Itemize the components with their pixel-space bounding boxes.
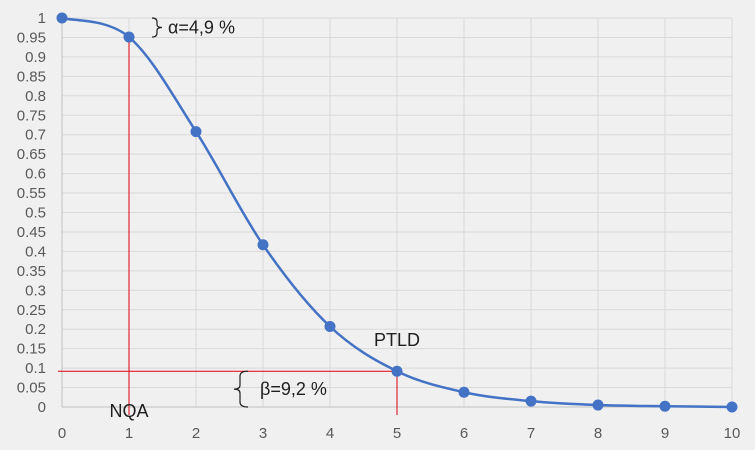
x-tick-label: 5 (393, 425, 401, 442)
data-point (56, 12, 68, 24)
y-tick-label: 0.05 (17, 380, 46, 397)
data-point (592, 399, 604, 411)
data-point (726, 401, 738, 413)
data-point (257, 239, 269, 251)
y-tick-label: 0.4 (25, 243, 46, 260)
y-tick-label: 1 (38, 10, 46, 27)
data-point (324, 320, 336, 332)
reference-lines (58, 37, 398, 415)
data-point (123, 31, 135, 43)
x-tick-label: 9 (661, 425, 669, 442)
nqa-label: NQA (109, 401, 148, 421)
y-tick-label: 0.3 (25, 282, 46, 299)
y-tick-label: 0.9 (25, 49, 46, 66)
y-tick-label: 0 (38, 399, 46, 416)
y-tick-label: 0.95 (17, 29, 46, 46)
alpha-label: α=4,9 % (168, 18, 235, 38)
x-tick-label: 10 (724, 425, 741, 442)
y-tick-label: 0.85 (17, 68, 46, 85)
annotations-layer: α=4,9 % β=9,2 % NQA PTLD (109, 17, 420, 421)
data-point (525, 395, 537, 407)
series-layer (56, 12, 738, 413)
y-tick-label: 0.5 (25, 205, 46, 222)
x-tick-label: 7 (527, 425, 535, 442)
x-tick-label: 3 (259, 425, 267, 442)
y-tick-label: 0.35 (17, 263, 46, 280)
x-tick-label: 8 (594, 425, 602, 442)
y-tick-label: 0.25 (17, 302, 46, 319)
x-tick-label: 1 (125, 425, 133, 442)
x-tick-label: 0 (58, 425, 66, 442)
y-tick-label: 0.2 (25, 321, 46, 338)
data-point (659, 400, 671, 412)
beta-label: β=9,2 % (260, 379, 327, 399)
y-tick-label: 0.45 (17, 224, 46, 241)
y-tick-label: 0.1 (25, 360, 46, 377)
series-line (61, 16, 733, 409)
y-tick-label: 0.6 (25, 166, 46, 183)
x-tick-label: 4 (326, 425, 334, 442)
y-tick-label: 0.75 (17, 107, 46, 124)
x-tick-label: 6 (460, 425, 468, 442)
ptld-label: PTLD (374, 330, 420, 350)
y-tick-label: 0.55 (17, 185, 46, 202)
grid-layer (62, 17, 733, 407)
axis-layer: 0 0.05 0.1 0.15 0.2 0.25 0.3 0.35 0.4 0.45 0.5 0.55… (17, 10, 741, 442)
y-tick-label: 0.15 (17, 341, 46, 358)
y-tick-label: 0.65 (17, 146, 46, 163)
y-tick-label: 0.7 (25, 127, 46, 144)
alpha-brace (151, 17, 163, 38)
x-tick-label: 2 (192, 425, 200, 442)
beta-brace (233, 370, 249, 408)
data-point (458, 386, 470, 398)
data-point (391, 365, 403, 377)
y-tick-label: 0.8 (25, 88, 46, 105)
data-point (190, 126, 202, 138)
